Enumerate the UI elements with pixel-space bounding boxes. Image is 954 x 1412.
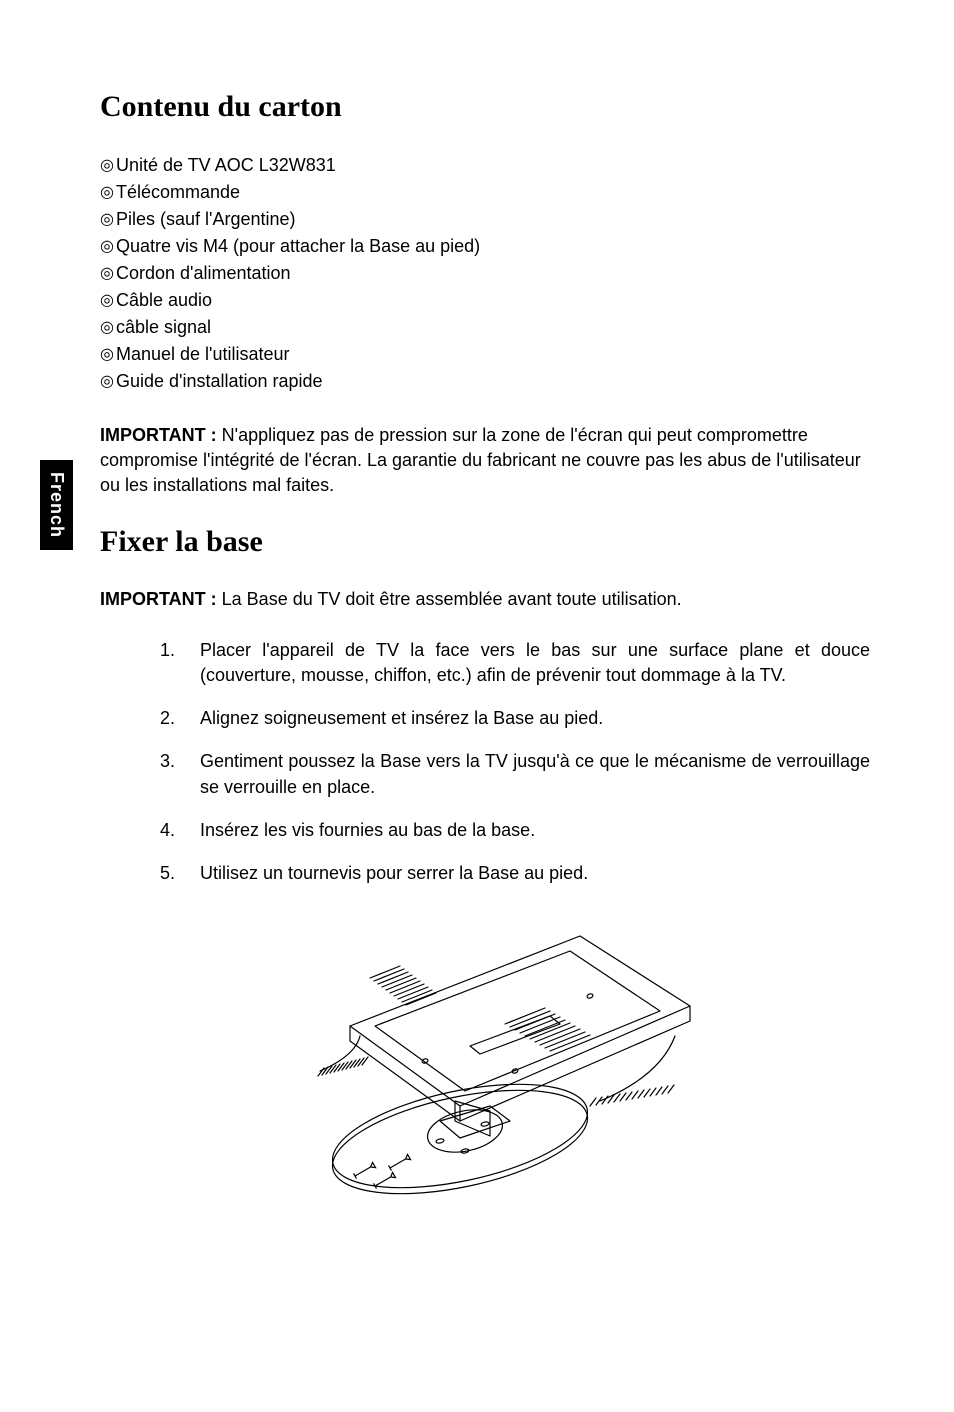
bullet-marker-icon: ◎	[100, 154, 114, 178]
step-number: 5.	[160, 861, 200, 886]
step-number: 3.	[160, 749, 200, 799]
bullet-text: Manuel de l'utilisateur	[116, 341, 290, 368]
step-item: 3.Gentiment poussez la Base vers la TV j…	[160, 749, 870, 799]
step-text: Gentiment poussez la Base vers la TV jus…	[200, 749, 870, 799]
bullet-marker-icon: ◎	[100, 370, 114, 394]
bullet-text: Câble audio	[116, 287, 212, 314]
bullet-marker-icon: ◎	[100, 235, 114, 259]
bullet-list: ◎Unité de TV AOC L32W831◎Télécommande◎Pi…	[100, 152, 880, 395]
step-number: 2.	[160, 706, 200, 731]
bullet-marker-icon: ◎	[100, 262, 114, 286]
bullet-marker-icon: ◎	[100, 316, 114, 340]
bullet-text: Unité de TV AOC L32W831	[116, 152, 336, 179]
step-text: Utilisez un tournevis pour serrer la Bas…	[200, 861, 870, 886]
bullet-text: Cordon d'alimentation	[116, 260, 291, 287]
bullet-item: ◎câble signal	[100, 314, 880, 341]
step-item: 2.Alignez soigneusement et insérez la Ba…	[160, 706, 870, 731]
page-content: Contenu du carton ◎Unité de TV AOC L32W8…	[100, 90, 880, 1206]
bullet-item: ◎Quatre vis M4 (pour attacher la Base au…	[100, 233, 880, 260]
step-item: 1.Placer l'appareil de TV la face vers l…	[160, 638, 870, 688]
section2-heading: Fixer la base	[100, 525, 880, 559]
step-item: 5.Utilisez un tournevis pour serrer la B…	[160, 861, 870, 886]
bullet-marker-icon: ◎	[100, 208, 114, 232]
bullet-text: Piles (sauf l'Argentine)	[116, 206, 296, 233]
bullet-item: ◎Cordon d'alimentation	[100, 260, 880, 287]
section1-heading: Contenu du carton	[100, 90, 880, 124]
important-text: La Base du TV doit être assemblée avant …	[217, 589, 682, 609]
step-number: 4.	[160, 818, 200, 843]
bullet-text: Quatre vis M4 (pour attacher la Base au …	[116, 233, 480, 260]
bullet-text: Télécommande	[116, 179, 240, 206]
step-text: Placer l'appareil de TV la face vers le …	[200, 638, 870, 688]
bullet-marker-icon: ◎	[100, 181, 114, 205]
step-text: Insérez les vis fournies au bas de la ba…	[200, 818, 870, 843]
step-text: Alignez soigneusement et insérez la Base…	[200, 706, 870, 731]
diagram-container	[100, 906, 880, 1206]
bullet-item: ◎Câble audio	[100, 287, 880, 314]
bullet-item: ◎Unité de TV AOC L32W831	[100, 152, 880, 179]
important-label: IMPORTANT :	[100, 589, 217, 609]
bullet-text: Guide d'installation rapide	[116, 368, 323, 395]
bullet-item: ◎Manuel de l'utilisateur	[100, 341, 880, 368]
bullet-text: câble signal	[116, 314, 211, 341]
bullet-marker-icon: ◎	[100, 343, 114, 367]
important-label: IMPORTANT :	[100, 425, 217, 445]
ordered-list: 1.Placer l'appareil de TV la face vers l…	[160, 638, 870, 886]
bullet-marker-icon: ◎	[100, 289, 114, 313]
tv-base-diagram	[260, 906, 720, 1206]
bullet-item: ◎Télécommande	[100, 179, 880, 206]
section2-important: IMPORTANT : La Base du TV doit être asse…	[100, 587, 880, 612]
language-tab: French	[40, 460, 73, 550]
bullet-item: ◎Guide d'installation rapide	[100, 368, 880, 395]
section1-important: IMPORTANT : N'appliquez pas de pression …	[100, 423, 880, 499]
step-item: 4.Insérez les vis fournies au bas de la …	[160, 818, 870, 843]
step-number: 1.	[160, 638, 200, 688]
bullet-item: ◎Piles (sauf l'Argentine)	[100, 206, 880, 233]
